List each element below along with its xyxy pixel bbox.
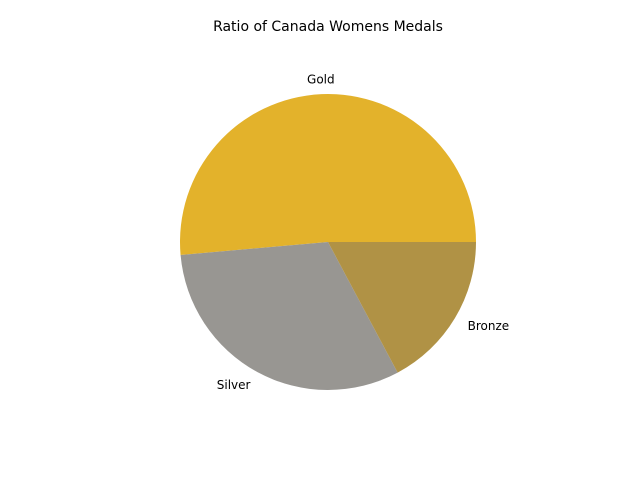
pie-label-silver: Silver — [217, 378, 251, 392]
chart-title: Ratio of Canada Womens Medals — [213, 19, 443, 35]
pie-label-gold: Gold — [307, 72, 335, 86]
pie-slice-silver — [180, 242, 398, 390]
pie-slices — [180, 94, 477, 390]
pie-slice-bronze — [328, 242, 476, 373]
pie-labels: Gold Silver Bronze — [217, 72, 509, 392]
pie-label-bronze: Bronze — [468, 319, 510, 333]
pie-slice-gold — [180, 94, 477, 256]
